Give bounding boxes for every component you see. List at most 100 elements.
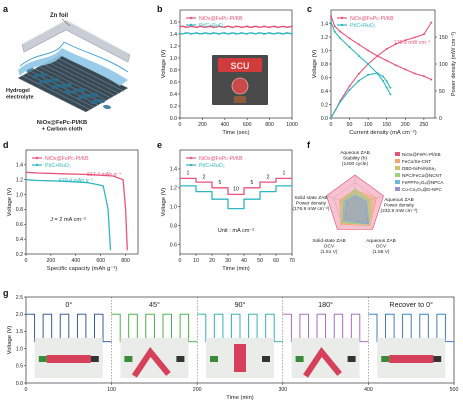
catalyst-sheet <box>90 99 98 105</box>
catalyst-sheet <box>39 72 47 78</box>
y-tick-label: 1.2 <box>170 186 177 192</box>
cloth-weave <box>55 57 124 92</box>
plot-frame <box>179 9 293 119</box>
cloth-weave <box>47 61 116 97</box>
x-tick-label: 0 <box>179 122 182 128</box>
radar-legend-swatch <box>395 152 400 156</box>
legend-entry: NiOx@FePc-Pl/KB <box>45 156 89 162</box>
battery-photo <box>234 96 246 103</box>
data-point <box>184 26 187 29</box>
clip <box>295 356 304 362</box>
legend-entry: Pt/C+RuO₂ <box>199 23 225 29</box>
data-point <box>382 79 384 82</box>
panel-b-axes: 0 200 400 600 800 1000 0.0 0.2 0.4 0.6 0.8 1.0 1.2 1.… <box>161 9 298 136</box>
x-tick-label: 20 <box>209 258 215 264</box>
radar-legend-entry: FeCo/Se-CNT <box>402 159 431 164</box>
folded-180-battery-photo-icon <box>291 338 360 378</box>
series-line-1 <box>25 179 112 251</box>
radar-axis-label: Aqueous ZAB Power density <box>384 197 415 209</box>
x-tick-label: 250 <box>420 122 429 128</box>
annotation-capacity-1: 814.4 mAh g⁻¹ <box>87 172 121 178</box>
data-point <box>212 31 215 34</box>
y-axis-label: Voltage (V) <box>312 50 318 79</box>
unit-label: Unit : mA cm⁻² <box>218 228 255 234</box>
x-tick-label: 100 <box>107 387 116 393</box>
data-point <box>207 25 209 28</box>
legend-marker <box>340 16 344 20</box>
data-point <box>195 31 198 34</box>
data-point <box>422 75 425 78</box>
catalyst-sheet <box>45 78 53 84</box>
legend-entry: Pt/C+RuO₂ <box>199 163 225 169</box>
legend-entry: Pt/C+RuO₂ <box>45 163 71 169</box>
radar-legend-swatch <box>395 166 400 170</box>
data-point <box>385 80 388 83</box>
y-tick-label: 0.8 <box>170 223 177 229</box>
step-label: 2 <box>267 174 270 180</box>
step-label: 1 <box>187 171 190 177</box>
step-label: 5 <box>219 180 222 186</box>
data-point <box>385 47 388 50</box>
legend-marker <box>189 156 193 160</box>
y-tick-label: 1.2 <box>16 178 23 184</box>
data-point <box>430 78 433 81</box>
data-point <box>404 68 407 71</box>
data-point <box>179 32 181 35</box>
step-label: 1 <box>283 171 286 177</box>
data-point <box>357 43 360 46</box>
y-tick-label: 0.6 <box>170 242 177 248</box>
clip <box>90 356 99 362</box>
y-tick-label: 1.4 <box>170 167 177 173</box>
data-point <box>223 26 226 29</box>
legend-marker <box>35 156 39 160</box>
data-point <box>240 26 243 29</box>
x-tick-label: 200 <box>193 387 202 393</box>
x-tick-label: 150 <box>382 122 391 128</box>
y-axis-label: Voltage (V) <box>161 50 167 79</box>
clip <box>262 356 270 362</box>
legend-entry: NiOx@FePc-Pl/KB <box>350 16 394 22</box>
y-tick-label: 1.0 <box>321 48 328 54</box>
radar-legend-entry: NiOx@FePc-Pl/KB <box>402 152 441 157</box>
y-tick-label: 0.0 <box>170 116 177 122</box>
y2-tick-label: 100 <box>439 62 448 68</box>
catalyst-sheet <box>58 83 66 89</box>
data-point <box>333 25 336 28</box>
panel-label: g <box>3 288 9 298</box>
series-line-0 <box>180 177 292 196</box>
catalyst-sheet <box>32 73 40 79</box>
series-line-3 <box>330 72 391 119</box>
radar-legend-swatch <box>395 180 400 184</box>
data-point <box>348 85 351 88</box>
x-tick-label: 200 <box>47 258 56 264</box>
x-tick-label: 10 <box>193 258 199 264</box>
y-tick-label: 1.4 <box>170 32 177 38</box>
radar-grid <box>347 197 363 212</box>
clip <box>433 356 442 362</box>
x-axis-label: Specific capacity (mAh g⁻¹) <box>47 266 117 272</box>
upright-cell <box>234 344 246 372</box>
data-point <box>179 25 181 28</box>
panel-label: b <box>157 4 163 14</box>
data-point <box>348 37 351 40</box>
data-point <box>257 26 260 28</box>
panel-label: e <box>157 140 162 150</box>
data-point <box>235 32 237 35</box>
y-tick-label: 0.2 <box>16 252 23 258</box>
hydrogel-layer <box>18 48 128 86</box>
panel-label: a <box>3 4 9 14</box>
legend-entry: NiOx@FePc-Pl/KB <box>199 156 243 162</box>
radar-axis-label: Solid state ZAB Power density <box>294 195 327 207</box>
data-point <box>218 25 221 28</box>
x-axis-label: Time (sec) <box>222 130 249 136</box>
data-point <box>223 32 226 34</box>
y-tick-label: 0.6 <box>321 75 328 81</box>
y-tick-label: 0.4 <box>321 89 328 95</box>
panel-g-axes: 0 100 200 300 400 500 0.0 0.5 1.0 1.5 2.0 2.5 Time (… <box>7 295 458 401</box>
annotation-peak-power: 176.9 mW cm⁻² <box>394 40 431 46</box>
data-point <box>268 26 271 29</box>
x-tick-label: 600 <box>96 258 105 264</box>
y-tick-label: 1.5 <box>16 329 23 335</box>
data-point <box>257 32 260 35</box>
segment-label: 90° <box>235 300 246 309</box>
